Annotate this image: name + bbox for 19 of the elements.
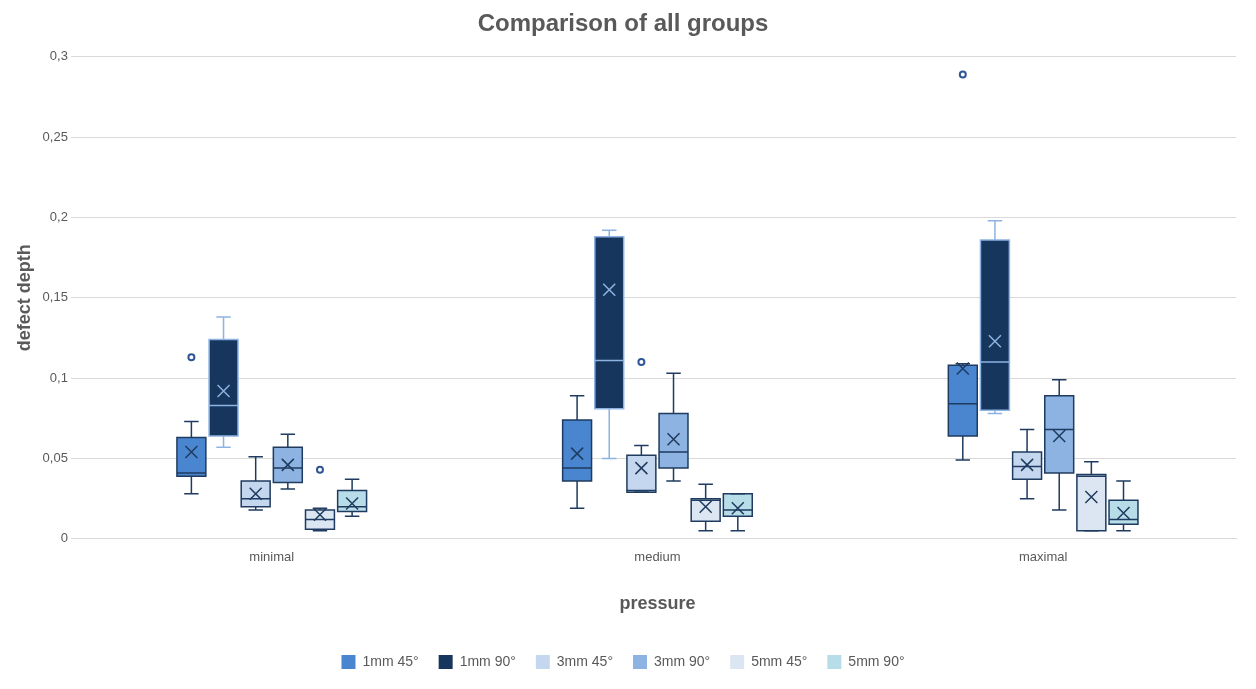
x-tick-label: minimal (249, 549, 295, 565)
y-tick-label: 0,1 (49, 369, 68, 385)
y-tick-label: 0,3 (49, 48, 68, 64)
y-tick-label: 0,2 (49, 209, 68, 225)
y-axis-title: defect depth (13, 244, 34, 352)
y-tick-label: 0,25 (42, 128, 68, 144)
y-tick-label: 0,15 (42, 289, 68, 305)
y-tick-label: 0,05 (42, 450, 68, 466)
legend-label: 5mm 90° (848, 652, 905, 669)
legend-label: 5mm 45° (751, 652, 808, 669)
x-tick-label: maximal (1018, 549, 1068, 565)
legend-label: 1mm 45° (362, 652, 419, 669)
x-tick-label: medium (634, 549, 681, 565)
legend-label: 3mm 90° (654, 652, 711, 669)
chart-title: Comparison of all groups (477, 9, 769, 37)
x-axis-title: pressure (619, 593, 696, 614)
y-tick-label: 0 (60, 530, 68, 546)
legend-label: 3mm 45° (556, 652, 613, 669)
legend-label: 1mm 90° (459, 652, 516, 669)
